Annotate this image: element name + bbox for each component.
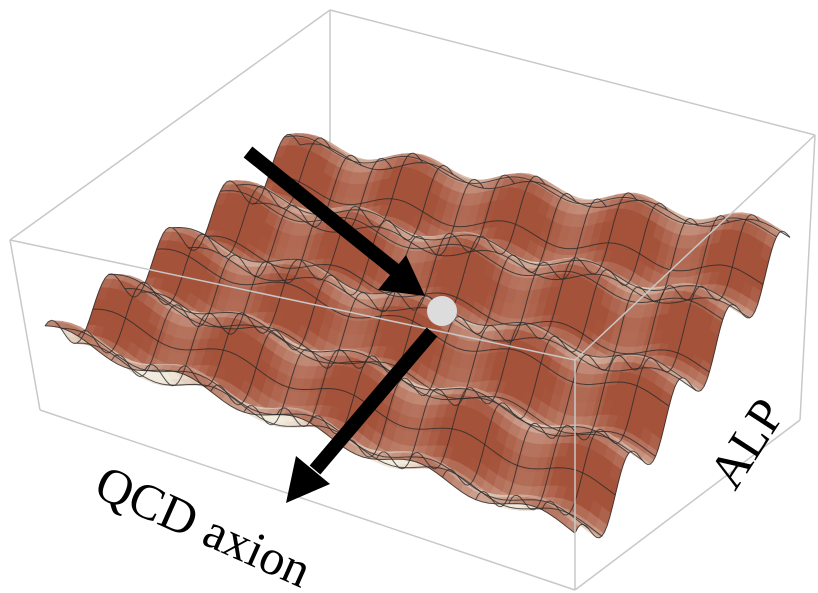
figure: QCD axion ALP <box>0 0 818 593</box>
label-alp: ALP <box>697 388 795 498</box>
page: {"labels": {"qcd_axion": "QCD axion", "a… <box>0 0 818 593</box>
label-qcd-axion: QCD axion <box>88 454 320 593</box>
vacuum-point <box>427 296 457 326</box>
